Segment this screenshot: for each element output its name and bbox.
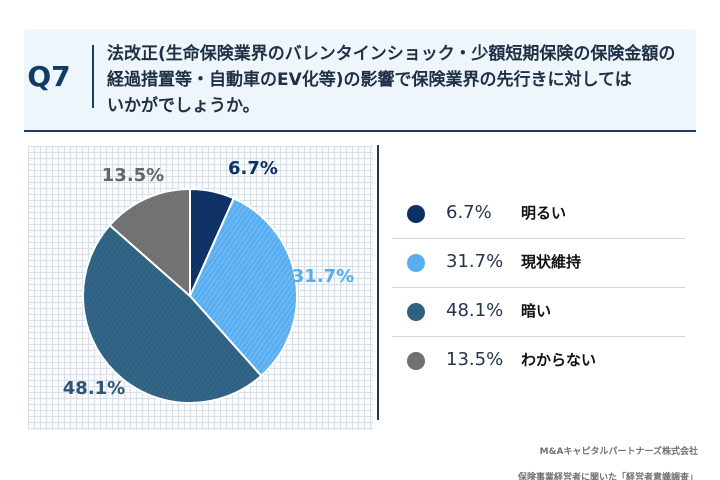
legend-value-status-quo: 31.7% bbox=[446, 251, 504, 272]
legend-label-unknown: わからない bbox=[521, 351, 597, 369]
pie-label-status-quo: 31.7% bbox=[292, 266, 354, 287]
pie-label-dark: 48.1% bbox=[63, 378, 125, 399]
legend-item-dark: 48.1% 暗い bbox=[392, 288, 685, 337]
legend-value-dark: 48.1% bbox=[446, 300, 504, 321]
pie-labels: 6.7% 31.7% 48.1% 13.5% bbox=[63, 158, 354, 399]
legend-value-unknown: 13.5% bbox=[446, 349, 504, 370]
question-divider bbox=[92, 45, 94, 108]
pie-label-bright: 6.7% bbox=[228, 158, 278, 179]
pie-slice-status-quo bbox=[188, 197, 298, 378]
question-text: 法改正(生命保険業界のバレンタインショック・少額短期保険の保険金額の 経過措置等… bbox=[107, 44, 676, 116]
legend-color-bright bbox=[407, 205, 425, 223]
chart-legend-divider bbox=[377, 145, 379, 420]
source-survey: 保険事業経営者に聞いた「経営者意識調査」 bbox=[517, 473, 698, 480]
legend-color-status-quo bbox=[407, 254, 425, 272]
legend-item-status-quo: 31.7% 現状維持 bbox=[392, 239, 685, 288]
legend-item-unknown: 13.5% わからない bbox=[392, 337, 685, 386]
chart-legend: 6.7% 明るい 31.7% 現状維持 48.1% 暗い 13.5% わからない bbox=[392, 190, 685, 386]
pie-slice-unknown bbox=[108, 187, 191, 299]
pie-slices bbox=[82, 187, 298, 404]
question-header bbox=[24, 29, 696, 130]
question-bottom-border bbox=[24, 130, 696, 132]
legend-label-status-quo: 現状維持 bbox=[521, 253, 582, 271]
question-number: Q7 bbox=[27, 60, 71, 93]
source-note: M&Aキャピタルパートナーズ株式会社 保険事業経営者に聞いた「経営者意識調査」 bbox=[438, 433, 698, 480]
legend-value-bright: 6.7% bbox=[446, 202, 492, 223]
legend-label-dark: 暗い bbox=[521, 302, 552, 320]
legend-label-bright: 明るい bbox=[521, 204, 567, 222]
legend-item-bright: 6.7% 明るい bbox=[392, 190, 685, 239]
pie-slice-dark bbox=[82, 223, 263, 404]
legend-color-unknown bbox=[407, 352, 425, 370]
legend-color-dark bbox=[407, 303, 425, 321]
source-company: M&Aキャピタルパートナーズ株式会社 bbox=[539, 447, 698, 457]
pie-label-unknown: 13.5% bbox=[102, 165, 164, 186]
